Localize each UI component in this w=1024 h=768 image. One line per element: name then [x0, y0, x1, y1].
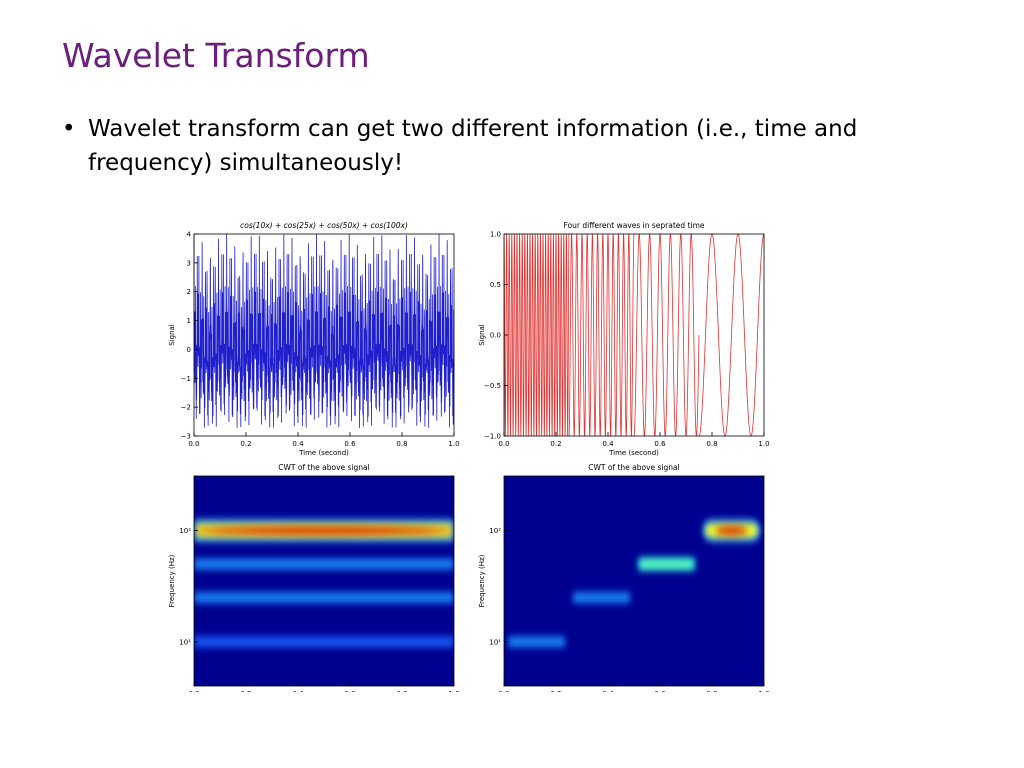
y-tick-label: 1 [187, 317, 191, 325]
band [194, 559, 454, 570]
heatmap-bands [194, 519, 454, 647]
x-tick-label: 0.0 [498, 690, 509, 692]
wave-segment [698, 234, 764, 436]
x-tick-label: 0.6 [344, 440, 356, 448]
y-tick-label: 10¹ [489, 638, 501, 646]
bullet-list: • Wavelet transform can get two differen… [62, 112, 922, 180]
y-tick-label: −1.0 [484, 433, 501, 441]
x-tick-label: 0.2 [550, 440, 561, 448]
y-tick-label: 3 [187, 259, 191, 267]
y-tick-label: −2 [181, 404, 191, 412]
band [573, 592, 630, 603]
y-tick-label: 10¹ [179, 638, 191, 646]
x-tick-label: 0.6 [654, 440, 666, 448]
slide-title: Wavelet Transform [62, 36, 370, 75]
chart-signal-sum: 0.0 0.2 0.4 0.6 0.8 1.0 −3 −2 −1 0 1 2 3 4 Time (secon… [168, 221, 460, 457]
signal-line [193, 233, 455, 428]
y-axis-label: Signal [168, 324, 176, 346]
wave-segment [568, 234, 635, 436]
x-tick-label: 0.4 [292, 440, 304, 448]
y-tick-label: 0.5 [490, 281, 501, 289]
wave-segment [504, 234, 570, 436]
bullet-marker: • [62, 116, 76, 142]
x-tick-label: 0.2 [240, 440, 251, 448]
heatmap-bands [508, 519, 760, 647]
x-tick-label: 0.8 [396, 440, 407, 448]
chart-title: cos(10x) + cos(25x) + cos(50x) + cos(100… [240, 221, 408, 230]
x-tick-label: 0.6 [654, 690, 666, 692]
x-tick-label: 0.8 [706, 440, 717, 448]
bullet-item: • Wavelet transform can get two differen… [62, 112, 922, 180]
y-axis-label: Frequency (Hz) [478, 554, 486, 607]
y-tick-label: 0 [187, 346, 191, 354]
y-tick-label: 0.0 [490, 332, 501, 340]
x-tick-label: 0.2 [550, 690, 561, 692]
chart-title: CWT of the above signal [278, 463, 370, 472]
band-core [715, 526, 748, 535]
x-tick-label: 1.0 [758, 690, 769, 692]
band-core [641, 561, 692, 568]
x-tick-label: 1.0 [448, 440, 459, 448]
x-tick-label: 0.0 [188, 440, 199, 448]
heatmap-background [504, 476, 764, 686]
y-tick-label: −3 [181, 433, 191, 441]
x-tick-label: 0.0 [498, 440, 509, 448]
chart-separated-waves: 0.0 0.2 0.4 0.6 0.8 1.0 −1.0 −0.5 0.0 0.5 1.0 Time … [478, 221, 770, 457]
chart-cwt-sum: 0.00.20.40.60.81.010¹10²Time (second)Fre… [168, 463, 460, 692]
chart-cwt-separated: 0.00.20.40.60.81.010¹10²Time (second)Fre… [478, 463, 770, 692]
y-tick-label: −0.5 [484, 382, 501, 390]
plot-frame [503, 475, 765, 687]
y-tick-label: 10² [489, 527, 501, 535]
x-tick-label: 0.8 [396, 690, 407, 692]
y-axis-label: Signal [478, 324, 486, 346]
x-tick-label: 1.0 [448, 690, 459, 692]
x-tick-label: 1.0 [758, 440, 769, 448]
band [194, 592, 454, 603]
plot-frame [193, 475, 455, 687]
x-tick-label: 0.0 [188, 690, 199, 692]
band [508, 636, 565, 647]
waves-group [504, 234, 764, 436]
band [194, 636, 454, 647]
x-tick-label: 0.4 [292, 690, 304, 692]
x-tick-label: 0.8 [706, 690, 717, 692]
wavelet-figure: 0.0 0.2 0.4 0.6 0.8 1.0 −3 −2 −1 0 1 2 3 4 Time (secon… [168, 221, 770, 692]
y-tick-label: 10² [179, 527, 191, 535]
x-tick-label: 0.4 [602, 690, 614, 692]
y-tick-label: −1 [181, 375, 191, 383]
x-tick-label: 0.2 [240, 690, 251, 692]
x-tick-label: 0.4 [602, 440, 614, 448]
y-tick-label: 2 [187, 288, 191, 296]
x-axis-label: Time (second) [298, 449, 349, 457]
band-core [194, 526, 454, 535]
plot-frame [503, 233, 765, 437]
chart-title: CWT of the above signal [588, 463, 680, 472]
heatmap-background [194, 476, 454, 686]
y-axis-label: Frequency (Hz) [168, 554, 176, 607]
bullet-text: Wavelet transform can get two different … [88, 116, 858, 176]
chart-title: Four different waves in seprated time [564, 221, 705, 230]
y-tick-label: 1.0 [490, 231, 501, 239]
wave-segment [633, 234, 700, 436]
x-tick-label: 0.6 [344, 690, 356, 692]
y-tick-label: 4 [187, 231, 192, 239]
x-axis-label: Time (second) [608, 449, 659, 457]
plot-frame [193, 233, 455, 437]
